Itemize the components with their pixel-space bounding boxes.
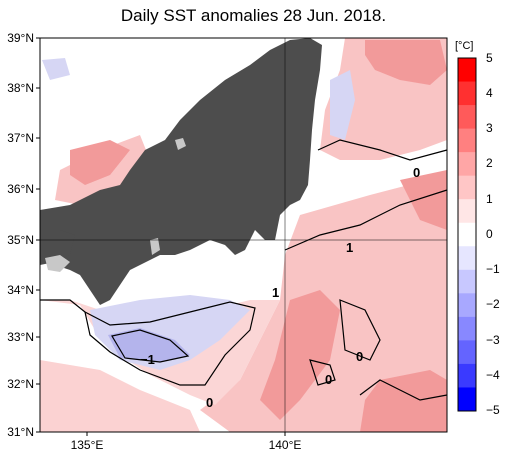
contour-lines — [40, 139, 448, 401]
colorbar-tick: 0 — [486, 227, 493, 241]
colorbar-frame — [457, 57, 477, 412]
colorbar-swatch — [458, 199, 476, 224]
grid-lines — [40, 38, 447, 432]
lat-label: 38°N — [7, 81, 34, 95]
lakes — [45, 138, 186, 272]
lat-label: 32°N — [7, 377, 34, 391]
contour-label: 1 — [272, 285, 279, 300]
contour-label: 1 — [346, 240, 353, 255]
colorbar-tick: −1 — [486, 262, 500, 276]
colorbar-tick: 2 — [486, 156, 493, 170]
land — [40, 38, 322, 305]
colorbar-unit: [°C] — [455, 40, 474, 52]
colorbar-swatch — [458, 175, 476, 200]
lat-label: 37°N — [7, 131, 34, 145]
contour-label-group: 1 1 0 0 0 −1 0 — [140, 165, 420, 410]
colorbar-swatch — [458, 128, 476, 153]
colorbar-swatch — [458, 81, 476, 106]
map-title: Daily SST anomalies 28 Jun. 2018. — [120, 6, 387, 25]
lat-label: 33°N — [7, 330, 34, 344]
contour-label: −1 — [140, 352, 155, 367]
strong-cool-area — [108, 328, 190, 362]
lat-label: 36°N — [7, 182, 34, 196]
colorbar-swatch — [458, 316, 476, 341]
colorbar-swatch — [458, 105, 476, 130]
lat-label: 35°N — [7, 233, 34, 247]
contour-label: 0 — [356, 349, 363, 364]
colorbar-tick: 1 — [486, 192, 493, 206]
lat-label: 31°N — [7, 425, 34, 439]
colorbar-tick: 3 — [486, 121, 493, 135]
strong-warm-areas — [70, 40, 447, 432]
colorbar-swatch — [458, 246, 476, 271]
lon-label: 135°E — [70, 438, 104, 452]
colorbar-tick: −5 — [486, 403, 500, 417]
colorbar-swatch — [458, 222, 476, 247]
colorbar — [458, 58, 476, 412]
colorbar-swatch — [458, 293, 476, 318]
colorbar-tick: 5 — [486, 51, 493, 65]
lat-label: 34°N — [7, 283, 34, 297]
colorbar-swatch — [458, 363, 476, 388]
colorbar-swatch — [458, 340, 476, 365]
lat-label: 39°N — [7, 31, 34, 45]
contour-label: 0 — [206, 395, 213, 410]
map-frame — [39, 37, 448, 433]
lon-label: 140°E — [268, 438, 302, 452]
contour-label: 0 — [325, 372, 332, 387]
colorbar-swatch — [458, 152, 476, 177]
colorbar-tick: 4 — [486, 86, 493, 100]
colorbar-swatch — [458, 269, 476, 294]
colorbar-swatch — [458, 58, 476, 83]
colorbar-swatch — [458, 387, 476, 412]
colorbar-tick: −4 — [486, 368, 500, 382]
contour-label: 0 — [413, 165, 420, 180]
axis-ticks — [36, 37, 286, 436]
colorbar-tick: −2 — [486, 297, 500, 311]
colorbar-tick: −3 — [486, 333, 500, 347]
